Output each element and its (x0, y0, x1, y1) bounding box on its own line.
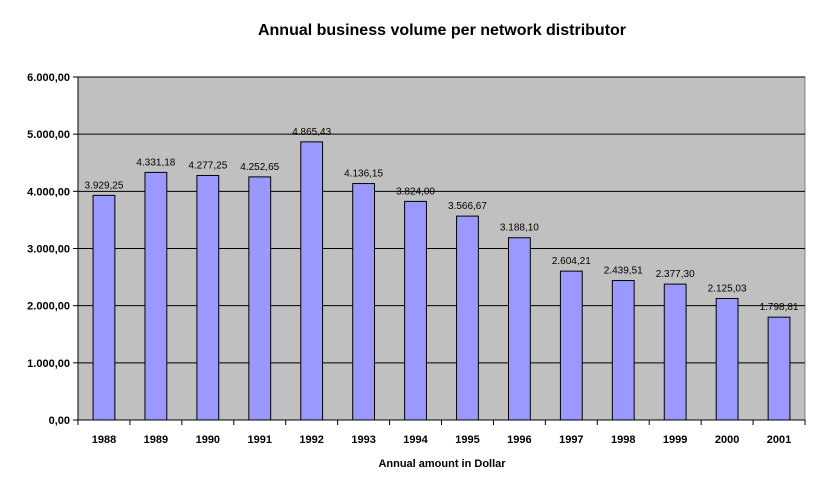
chart-title: Annual business volume per network distr… (257, 22, 627, 39)
bar (92, 194, 116, 421)
bar (611, 280, 635, 421)
data-label: 4.865,43 (292, 127, 331, 138)
x-tick-label: 1999 (663, 434, 687, 446)
data-label: 3.566,67 (448, 201, 487, 212)
data-label: 4.252,65 (240, 162, 279, 173)
y-tick-label: 5.000,00 (27, 129, 70, 141)
bar (300, 141, 324, 421)
bar (663, 283, 687, 421)
x-tick-label: 1992 (299, 434, 323, 446)
data-label: 2.604,21 (552, 256, 591, 267)
x-tick-label: 1994 (403, 434, 428, 446)
x-tick-label: 1996 (507, 434, 531, 446)
x-tick-label: 1997 (559, 434, 583, 446)
plot-area: 0,00 1.000,00 2.000,00 3.000,00 4.000,00 5.00… (27, 72, 806, 446)
bar (767, 316, 791, 421)
data-label: 3.824,00 (396, 186, 435, 197)
x-tick-label: 1995 (455, 434, 479, 446)
x-tick-label: 1988 (92, 434, 116, 446)
data-label: 4.136,15 (344, 169, 383, 180)
x-tick-label: 1991 (248, 434, 272, 446)
y-tick-label: 4.000,00 (27, 186, 70, 198)
bar (715, 298, 739, 421)
bar (559, 270, 583, 421)
data-label: 1.798,81 (760, 302, 799, 313)
x-tick-label: 1990 (196, 434, 220, 446)
data-label: 3.929,25 (84, 180, 123, 191)
data-label: 2.439,51 (604, 266, 643, 277)
data-label: 3.188,10 (500, 223, 539, 234)
y-tick-label: 0,00 (49, 415, 70, 427)
bar (456, 215, 479, 421)
data-label: 4.277,25 (188, 160, 227, 171)
data-label: 4.331,18 (136, 157, 175, 168)
x-tick-label: 2001 (767, 434, 791, 446)
y-tick-label: 2.000,00 (27, 301, 70, 313)
bar (352, 183, 376, 421)
x-tick-label: 2000 (715, 434, 739, 446)
y-tick-label: 6.000,00 (27, 72, 70, 84)
bar (248, 176, 272, 421)
x-tick-label: 1998 (611, 434, 635, 446)
bar (404, 200, 427, 421)
x-tick-label: 1989 (144, 434, 168, 446)
bar (507, 237, 531, 421)
bar (196, 174, 220, 421)
x-axis-label: Annual amount in Dollar (378, 458, 506, 470)
data-label: 2.377,30 (656, 269, 695, 280)
data-label: 2.125,03 (708, 284, 747, 295)
x-tick-label: 1993 (351, 434, 375, 446)
y-tick-label: 3.000,00 (27, 244, 70, 256)
bar (144, 171, 168, 421)
y-tick-label: 1.000,00 (27, 358, 70, 370)
